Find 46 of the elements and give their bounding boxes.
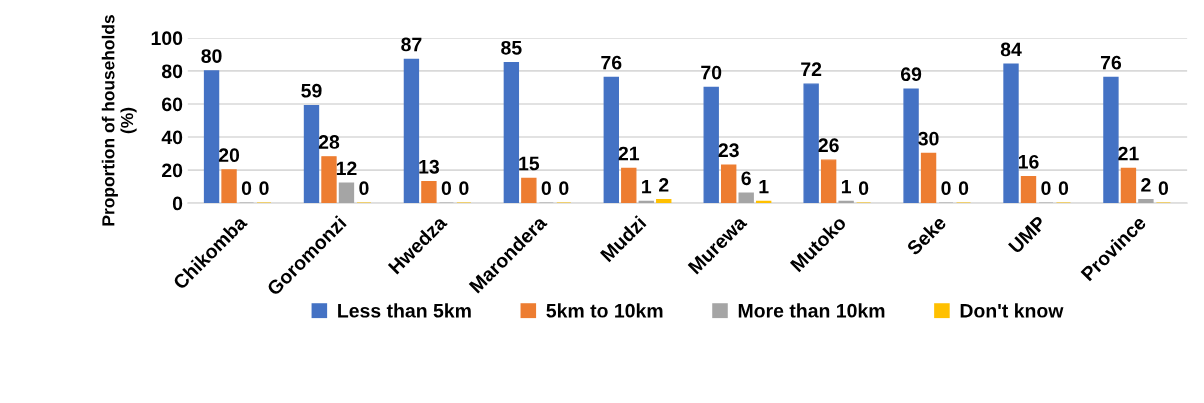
data-label: 15: [519, 156, 540, 171]
data-label: 12: [336, 161, 357, 176]
data-label: 2: [1141, 178, 1151, 192]
legend-label: Less than 5km: [338, 303, 471, 318]
legend-label: More than 10km: [738, 303, 885, 318]
legend-label: Don't know: [960, 303, 1064, 318]
data-label: 13: [419, 159, 440, 174]
data-label: 87: [401, 37, 422, 52]
data-label: 0: [441, 181, 452, 196]
y-tick-label: 20: [162, 163, 183, 178]
data-label: 0: [259, 181, 269, 196]
data-label: 84: [1000, 42, 1022, 57]
data-label: 0: [1041, 181, 1051, 196]
data-label: 0: [541, 181, 551, 196]
data-label: 2: [659, 178, 669, 192]
data-label: 85: [501, 40, 522, 55]
y-axis-title: Proportion of households (%): [101, 15, 137, 226]
data-label: 80: [201, 49, 222, 63]
y-tick-label: 100: [151, 31, 183, 46]
data-label: 0: [858, 181, 869, 196]
data-label: 69: [900, 67, 922, 82]
y-tick-label: 0: [172, 196, 183, 211]
data-label: 59: [301, 83, 322, 98]
data-label: 0: [459, 181, 469, 196]
data-label: 70: [701, 65, 722, 80]
data-label: 16: [1018, 154, 1039, 169]
data-label: 0: [1058, 181, 1069, 196]
y-tick-label: 80: [161, 64, 183, 79]
y-tick-label: 60: [162, 97, 183, 112]
legend-label: 5km to 10km: [546, 303, 663, 318]
data-label: 0: [359, 181, 369, 196]
data-label: 21: [1118, 146, 1139, 161]
data-label: 6: [741, 171, 751, 186]
data-label: 0: [1158, 181, 1169, 196]
data-label: 1: [841, 179, 851, 194]
data-label: 0: [941, 181, 951, 196]
data-label: 20: [218, 148, 240, 163]
data-label: 76: [601, 55, 622, 70]
data-label: 0: [241, 181, 252, 196]
data-label: 0: [559, 181, 569, 196]
data-label: 0: [958, 181, 969, 196]
data-label: 1: [759, 179, 769, 194]
data-label: 76: [1100, 55, 1122, 70]
data-label: 1: [642, 179, 652, 194]
data-label: 72: [801, 62, 822, 76]
y-tick-label: 40: [161, 130, 183, 145]
